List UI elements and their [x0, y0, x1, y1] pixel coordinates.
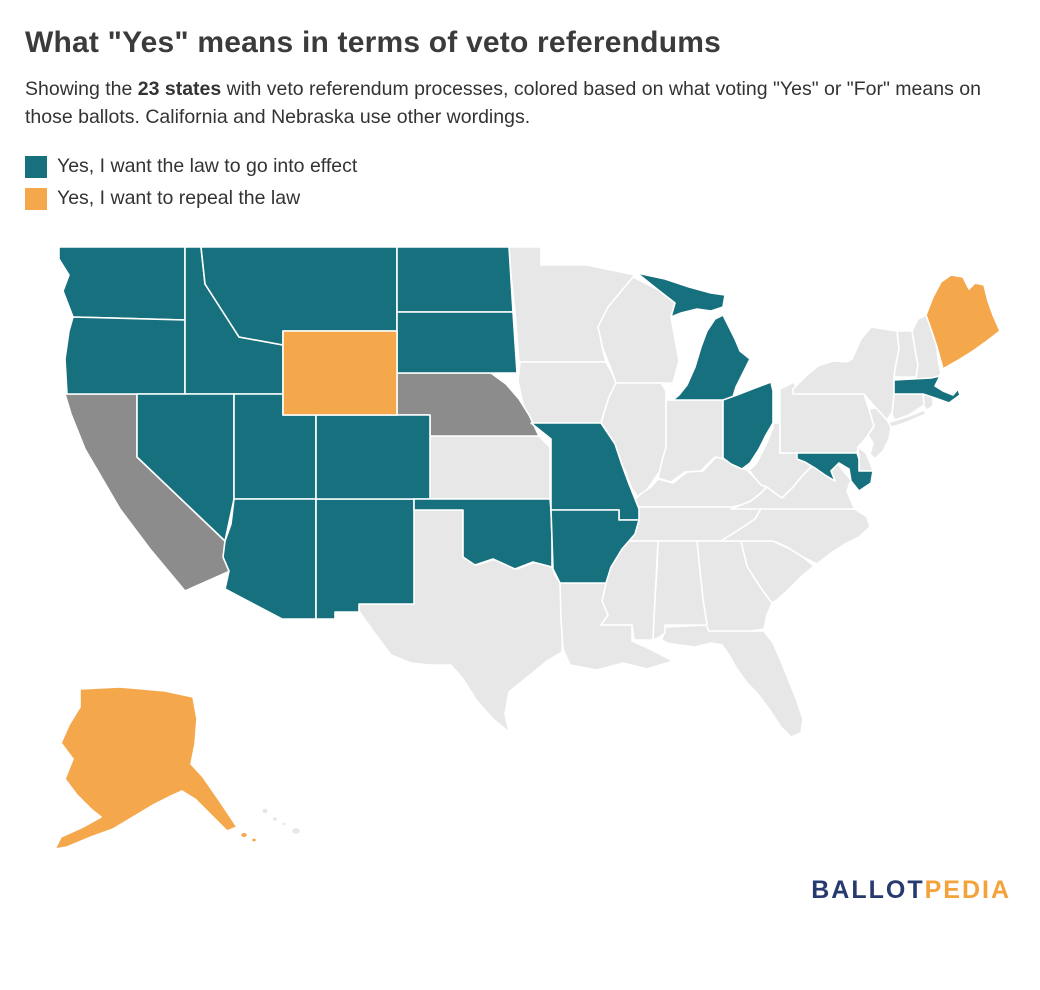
legend-swatch-orange — [25, 187, 47, 210]
state-nm[interactable] — [315, 498, 415, 621]
state-hi-island-2[interactable] — [271, 816, 279, 823]
state-nv[interactable] — [136, 393, 235, 543]
state-nj[interactable] — [867, 407, 892, 461]
legend-item-yes-effect: Yes, I want the law to go into effect — [25, 155, 1015, 178]
state-sd[interactable] — [396, 311, 518, 375]
state-md[interactable] — [796, 452, 874, 493]
state-ak-island-2[interactable] — [250, 837, 258, 844]
state-nc[interactable] — [720, 506, 871, 566]
state-oh[interactable] — [722, 381, 774, 471]
state-fl[interactable] — [661, 624, 804, 739]
ballotpedia-logo[interactable]: BALLOTPEDIA — [25, 876, 1015, 905]
state-co[interactable] — [315, 414, 431, 501]
page-title: What "Yes" means in terms of veto refere… — [25, 26, 721, 59]
subtitle-rest: with veto referendum processes, colored … — [25, 78, 981, 128]
state-ak-island-1[interactable] — [239, 831, 249, 839]
state-al[interactable] — [652, 540, 708, 642]
state-me[interactable] — [925, 274, 1001, 371]
state-az[interactable] — [222, 498, 317, 621]
state-or[interactable] — [64, 316, 186, 396]
state-hi-island-3[interactable] — [280, 821, 288, 828]
state-ia[interactable] — [517, 361, 617, 425]
state-ak[interactable] — [54, 686, 238, 851]
state-hi-island-1[interactable] — [260, 807, 270, 816]
state-wy[interactable] — [282, 330, 398, 417]
legend: Yes, I want the law to go into effect Ye… — [25, 155, 1015, 210]
state-wa[interactable] — [58, 246, 186, 322]
logo-ballot: BALLOT — [811, 876, 925, 905]
state-mi-lower[interactable] — [672, 314, 751, 402]
state-hi-island-4[interactable] — [290, 826, 302, 836]
subtitle: Showing the 23 states with veto referend… — [25, 76, 1015, 131]
state-mi-upper[interactable] — [636, 272, 726, 319]
state-nd[interactable] — [396, 246, 514, 314]
state-ks[interactable] — [429, 435, 551, 501]
subtitle-lead: Showing the — [25, 78, 138, 100]
infographic: What "Yes" means in terms of veto refere… — [25, 26, 1015, 905]
us-map — [25, 219, 1015, 874]
state-la[interactable] — [559, 582, 674, 672]
state-ma[interactable] — [893, 375, 961, 405]
logo-pedia: PEDIA — [924, 876, 1011, 905]
legend-label-yes-repeal: Yes, I want to repeal the law — [57, 187, 301, 210]
state-ar[interactable] — [550, 509, 640, 585]
legend-label-yes-effect: Yes, I want the law to go into effect — [57, 155, 358, 178]
legend-swatch-teal — [25, 155, 47, 178]
legend-item-yes-repeal: Yes, I want to repeal the law — [25, 187, 1015, 210]
subtitle-emphasis: 23 states — [137, 78, 222, 100]
